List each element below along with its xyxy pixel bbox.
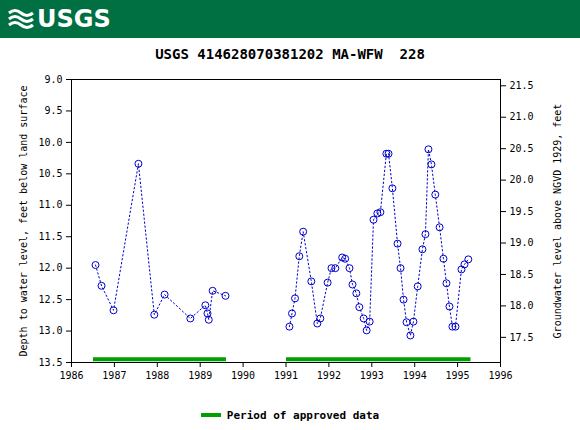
svg-text:1993: 1993 xyxy=(360,370,384,381)
svg-text:1987: 1987 xyxy=(102,370,126,381)
svg-text:11.0: 11.0 xyxy=(38,199,62,210)
svg-text:20.0: 20.0 xyxy=(510,174,534,185)
svg-text:10.5: 10.5 xyxy=(38,168,62,179)
svg-text:1986: 1986 xyxy=(59,370,83,381)
svg-text:1992: 1992 xyxy=(317,370,341,381)
svg-text:18.5: 18.5 xyxy=(510,269,534,280)
svg-text:1988: 1988 xyxy=(145,370,169,381)
svg-text:1991: 1991 xyxy=(274,370,298,381)
svg-text:13.5: 13.5 xyxy=(38,357,62,368)
svg-text:11.5: 11.5 xyxy=(38,231,62,242)
svg-text:10.0: 10.0 xyxy=(38,137,62,148)
svg-text:9.0: 9.0 xyxy=(44,74,62,85)
svg-text:Depth to water level, feet bel: Depth to water level, feet below land su… xyxy=(18,86,29,357)
html-text:USGS: USGS xyxy=(37,5,111,33)
svg-text:18.0: 18.0 xyxy=(510,300,534,311)
svg-text:13.0: 13.0 xyxy=(38,325,62,336)
svg-text:12.5: 12.5 xyxy=(38,294,62,305)
svg-text:12.0: 12.0 xyxy=(38,262,62,273)
html-text:USGS 414628070381202 MA-WFW 22: USGS 414628070381202 MA-WFW 228 xyxy=(155,46,425,62)
svg-text:21.5: 21.5 xyxy=(510,80,534,91)
svg-text:1990: 1990 xyxy=(231,370,255,381)
svg-text:1995: 1995 xyxy=(446,370,470,381)
svg-text:1996: 1996 xyxy=(488,370,512,381)
svg-text:17.5: 17.5 xyxy=(510,332,534,343)
html-text:Period of approved data: Period of approved data xyxy=(226,408,380,422)
svg-text:9.5: 9.5 xyxy=(44,105,62,116)
svg-text:21.0: 21.0 xyxy=(510,111,534,122)
svg-text:Groundwater level above NGVD 1: Groundwater level above NGVD 1929, feet xyxy=(552,104,563,339)
svg-text:19.5: 19.5 xyxy=(510,206,534,217)
svg-text:1994: 1994 xyxy=(403,370,427,381)
svg-text:19.0: 19.0 xyxy=(510,237,534,248)
svg-text:20.5: 20.5 xyxy=(510,143,534,154)
svg-text:1989: 1989 xyxy=(188,370,212,381)
